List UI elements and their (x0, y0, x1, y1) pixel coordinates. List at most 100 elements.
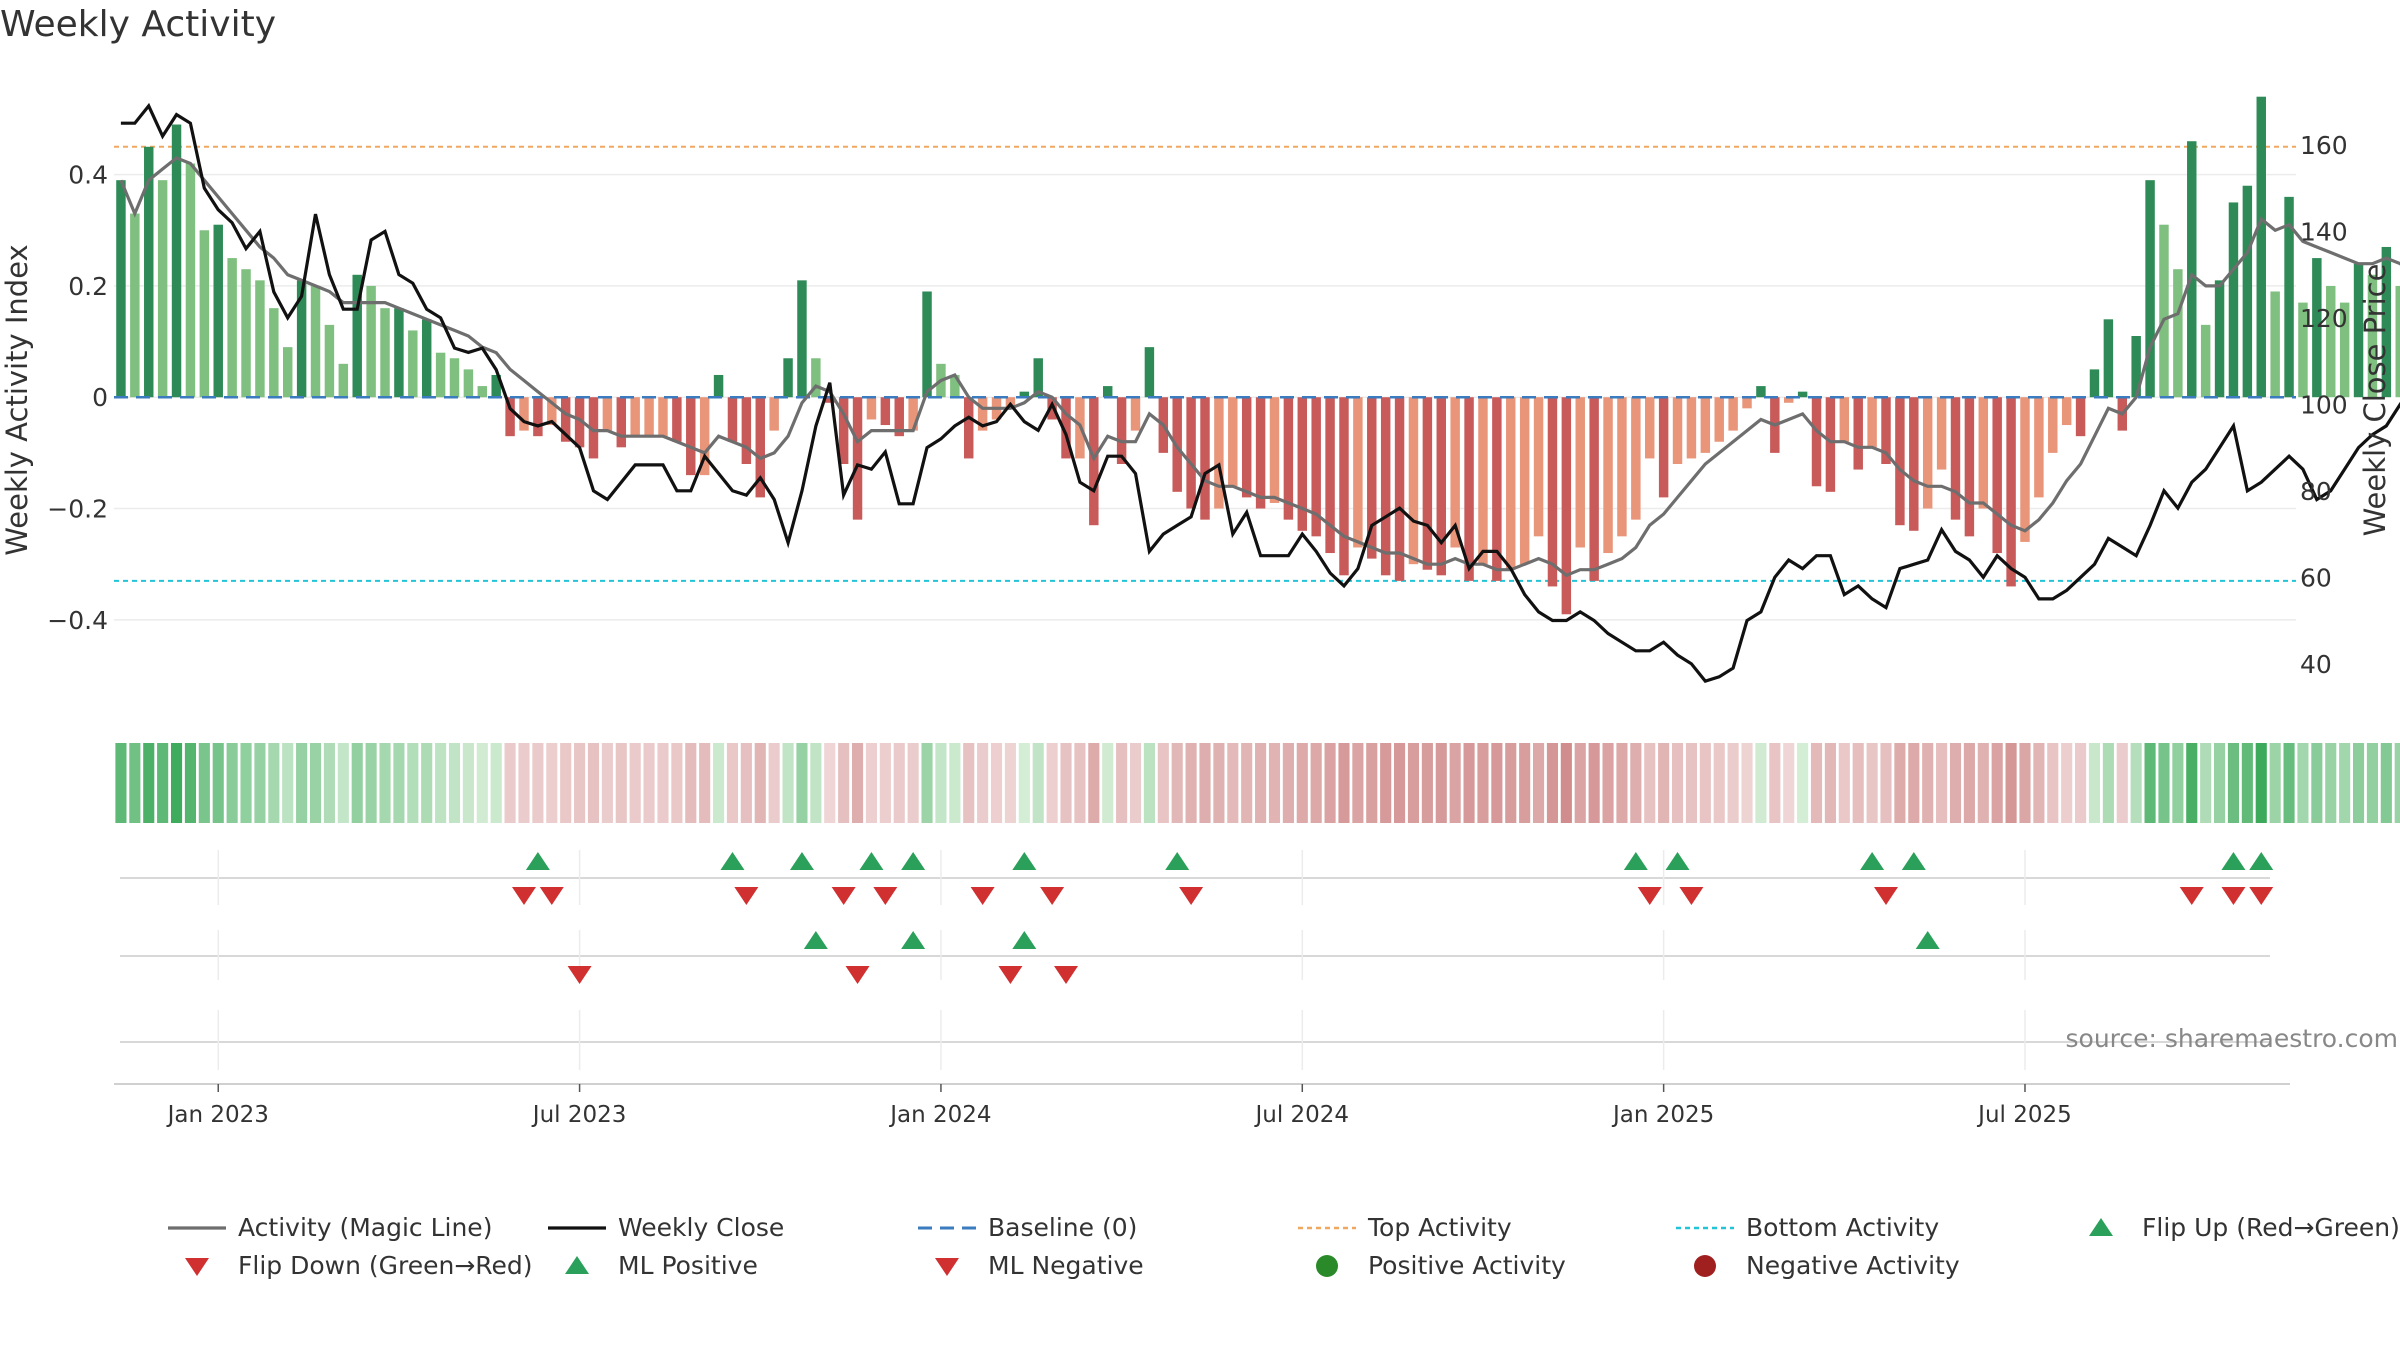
heat-cell (1241, 743, 1253, 823)
activity-bar (1033, 358, 1043, 398)
activity-bar (199, 230, 210, 398)
activity-bar (144, 146, 154, 398)
legend-item-flipup: Flip Up (Red→Green) (2089, 1213, 2400, 1242)
activity-bar (394, 308, 404, 398)
heat-cell (170, 743, 183, 823)
activity-bar (283, 347, 293, 398)
weekly-close-line (120, 102, 2400, 683)
flip-down-marker (1874, 887, 1899, 905)
heat-cell (726, 743, 739, 823)
activity-bar (547, 397, 557, 426)
heat-cell (1658, 743, 1670, 823)
heat-cell (865, 743, 878, 823)
heat-cell (2061, 743, 2073, 823)
x-tick-label-1: Jul 2023 (531, 1102, 627, 1128)
ml-positive-marker (901, 931, 926, 949)
activity-bar (1964, 397, 1975, 537)
heat-cell (1102, 743, 1114, 823)
activity-bar (1380, 397, 1391, 576)
activity-bar (1130, 397, 1141, 431)
activity-bar (686, 397, 696, 476)
heat-cell (782, 743, 794, 823)
activity-bar (880, 397, 891, 426)
activity-bar (408, 330, 418, 398)
activity-bar (1339, 397, 1349, 576)
y-tick-left-3: −0.2 (47, 495, 108, 524)
heat-cell (615, 743, 627, 823)
heat-cell (1324, 743, 1336, 823)
activity-bar (421, 319, 432, 398)
activity-bar (741, 397, 752, 464)
y-tick-right-6: 40 (2300, 650, 2332, 679)
activity-bar (964, 397, 974, 459)
heat-cell (2116, 743, 2128, 823)
legend-swatch (2089, 1218, 2113, 1236)
legend-item-mlneg: ML Negative (935, 1251, 1144, 1280)
heat-cell (1296, 743, 1308, 823)
activity-bar (1408, 397, 1419, 565)
flip-down-marker (2179, 887, 2204, 905)
activity-bar (672, 397, 682, 442)
activity-bar (1825, 397, 1836, 492)
activity-bar (630, 397, 640, 437)
heat-cell (879, 743, 891, 823)
x-tick-label-0: Jan 2023 (166, 1102, 269, 1128)
heat-cell (2366, 743, 2378, 823)
activity-bar (171, 124, 182, 398)
flip-down-marker (734, 887, 759, 905)
heat-cell (2339, 743, 2351, 823)
heat-cell (365, 743, 377, 823)
activity-bar (1783, 397, 1794, 403)
heat-cell (1949, 743, 1962, 823)
heat-cell (2255, 743, 2267, 823)
heat-cell (1213, 743, 1225, 823)
heat-cell (2075, 743, 2087, 823)
heat-cell (977, 743, 989, 823)
heat-cell (1505, 743, 1517, 823)
heat-cell (1783, 743, 1795, 823)
heat-cell (1074, 743, 1086, 823)
activity-bar (2020, 397, 2030, 542)
activity-bar (2200, 324, 2211, 398)
heat-cell (1977, 743, 1989, 823)
heat-cell (671, 743, 683, 823)
heat-cell (643, 743, 655, 823)
heat-cell (1797, 743, 1809, 823)
flip-down-marker (1179, 887, 1204, 905)
activity-bar (2353, 263, 2364, 398)
activity-bar (352, 274, 362, 398)
activity-bar (296, 280, 307, 398)
heat-cell (1338, 743, 1350, 823)
heat-cell (1116, 743, 1128, 823)
heat-cell (448, 743, 461, 823)
activity-bar (533, 397, 543, 437)
heat-cell (1380, 743, 1392, 823)
activity-bar (380, 308, 390, 398)
activity-bar (1547, 397, 1558, 587)
legend-label: Flip Up (Red→Green) (2142, 1213, 2400, 1242)
activity-bar (852, 397, 863, 520)
y-axis-label-left: Weekly Activity Index (0, 244, 34, 555)
ml-positive-marker (1915, 931, 1940, 949)
flip-down-marker (1679, 887, 1704, 905)
heat-cell (1255, 743, 1267, 823)
heat-cell (1755, 743, 1767, 823)
activity-bar (1241, 397, 1252, 498)
heat-cell (1699, 743, 1711, 823)
heat-cell (2297, 743, 2309, 823)
flip-up-marker (1860, 852, 1885, 870)
heat-cell (198, 743, 210, 823)
heat-cell (1838, 743, 1850, 823)
heat-cell (1685, 743, 1697, 823)
activity-bar (783, 358, 793, 398)
activity-bar (310, 285, 321, 398)
activity-bar (449, 358, 460, 398)
heat-cell (1227, 743, 1239, 823)
heat-cell (1602, 743, 1614, 823)
flip-up-marker (1012, 852, 1037, 870)
legend-item-mlpos: ML Positive (565, 1251, 758, 1280)
activity-bar (1367, 397, 1377, 559)
flip-down-marker (1637, 887, 1662, 905)
y-tick-left-0: 0.4 (68, 161, 108, 190)
